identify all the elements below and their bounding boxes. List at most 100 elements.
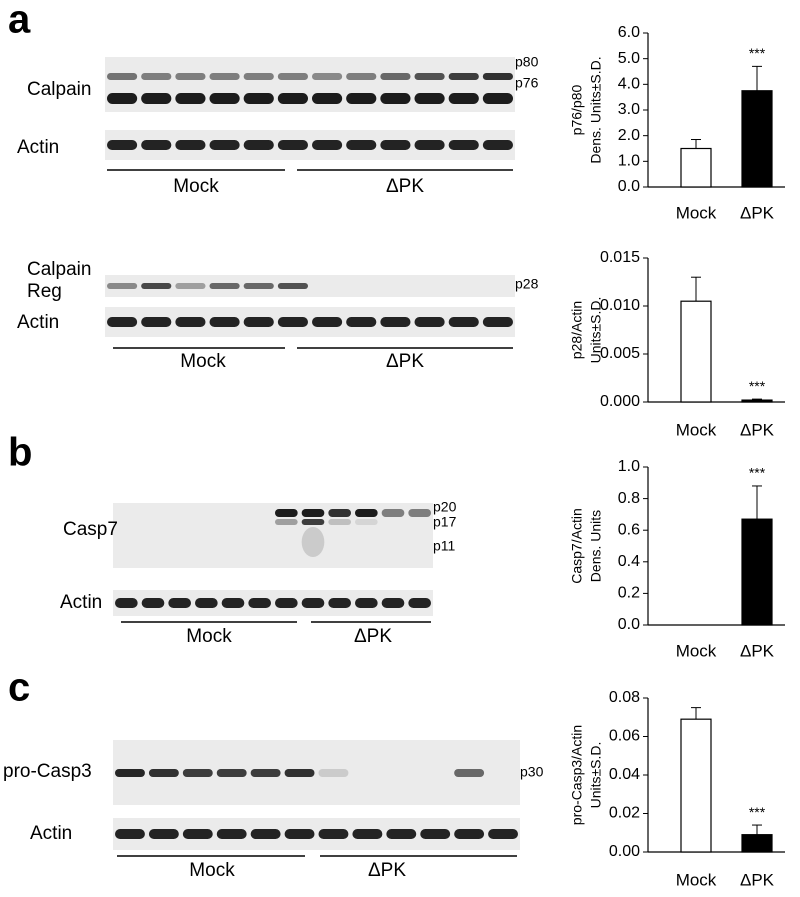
x-tick-label: Mock	[676, 641, 717, 660]
y-axis-label: p28/Actin	[569, 301, 585, 359]
blot-band	[182, 829, 213, 839]
group-label: Mock	[189, 860, 235, 881]
band-size-label: p20	[433, 499, 457, 515]
blot-band	[141, 317, 172, 327]
loading-control-label: Actin	[30, 823, 72, 844]
blot-band	[448, 93, 479, 104]
blot-band	[277, 283, 308, 289]
blot-band	[488, 829, 518, 839]
blot-band	[381, 509, 405, 517]
blot-band	[209, 140, 240, 150]
blot-band	[380, 93, 411, 104]
blot-band	[408, 509, 431, 517]
blot-band	[168, 598, 191, 608]
y-axis-label: Units±S.D.	[588, 297, 604, 364]
blot-band	[482, 73, 513, 80]
blot-band	[107, 93, 138, 104]
blot-band	[328, 519, 351, 525]
blot-band	[355, 598, 378, 608]
blot-band	[301, 519, 325, 525]
blot-image	[113, 818, 520, 850]
blot-band	[175, 73, 206, 80]
y-tick-label: 0.04	[609, 766, 640, 783]
blot-band	[312, 93, 343, 104]
blot-band	[115, 829, 145, 839]
blot-band	[482, 93, 513, 104]
y-tick-label: 0.06	[609, 728, 640, 745]
y-tick-label: 4.0	[618, 76, 640, 93]
blot-band	[408, 598, 431, 608]
blot-band	[141, 93, 172, 104]
x-tick-label: ΔPK	[740, 870, 775, 889]
error-bar	[691, 139, 701, 149]
blot-band	[318, 769, 349, 777]
blot-band	[381, 598, 405, 608]
blot-band	[243, 93, 274, 104]
y-axis-label: Casp7/Actin	[569, 508, 585, 583]
blot-band	[448, 140, 479, 150]
y-tick-label: 0.4	[618, 553, 640, 570]
blot-band	[243, 317, 274, 327]
blot-band	[107, 140, 138, 150]
blot-band	[380, 140, 411, 150]
blot-band	[277, 73, 308, 80]
blot-band	[209, 317, 240, 327]
loading-control-label: Actin	[60, 592, 102, 613]
group-label: ΔPK	[386, 351, 424, 372]
significance-label: ***	[749, 804, 766, 820]
blot-band	[414, 140, 445, 150]
blot-band	[328, 598, 351, 608]
y-tick-label: 0.02	[609, 805, 640, 822]
blot-band	[216, 769, 247, 777]
blot-band	[318, 829, 349, 839]
error-bar	[691, 276, 701, 302]
bar	[680, 300, 712, 403]
blot-target-label: Calpain	[27, 259, 91, 280]
blot-target-label: Casp7	[63, 519, 118, 540]
y-tick-label: 3.0	[618, 101, 640, 118]
error-bar	[752, 485, 762, 520]
blot-image	[113, 740, 520, 805]
blot-band	[275, 509, 298, 517]
blot-band	[277, 140, 308, 150]
y-tick-label: 0.000	[600, 393, 640, 410]
x-tick-label: Mock	[676, 203, 717, 222]
blot-band	[482, 140, 513, 150]
blot-band	[243, 283, 274, 289]
blot-band	[141, 598, 165, 608]
y-axis-label: p76/p80	[569, 84, 585, 135]
error-bar	[691, 707, 701, 720]
y-tick-label: 0.8	[618, 490, 640, 507]
x-tick-label: ΔPK	[740, 420, 775, 439]
blot-image	[105, 307, 515, 337]
error-bar	[752, 824, 762, 835]
blot-band	[284, 769, 315, 777]
error-bar	[752, 398, 762, 401]
blot-band	[250, 829, 281, 839]
blot-band	[312, 140, 343, 150]
blot-band	[420, 829, 451, 839]
blot-band	[221, 598, 245, 608]
x-tick-label: ΔPK	[740, 641, 775, 660]
y-tick-label: 0.0	[618, 178, 640, 195]
blot-band	[216, 829, 247, 839]
blot-band	[482, 317, 513, 327]
blot-band	[115, 769, 145, 777]
blot-band	[175, 93, 206, 104]
blot-target-label: Calpain	[27, 79, 91, 100]
blot-band	[175, 317, 206, 327]
blot-image	[113, 590, 433, 616]
blot-band	[448, 73, 479, 80]
band-size-label: p80	[515, 54, 539, 70]
band-size-label: p11	[433, 538, 456, 554]
y-axis-label: Units±S.D.	[588, 742, 604, 809]
group-label: ΔPK	[386, 176, 424, 197]
blot-band	[301, 598, 325, 608]
y-tick-label: 0.6	[618, 521, 640, 538]
x-tick-label: Mock	[676, 870, 717, 889]
blot-band	[175, 283, 206, 289]
blot-band	[355, 509, 378, 517]
bar	[741, 399, 773, 403]
y-tick-label: 0.00	[609, 843, 640, 860]
